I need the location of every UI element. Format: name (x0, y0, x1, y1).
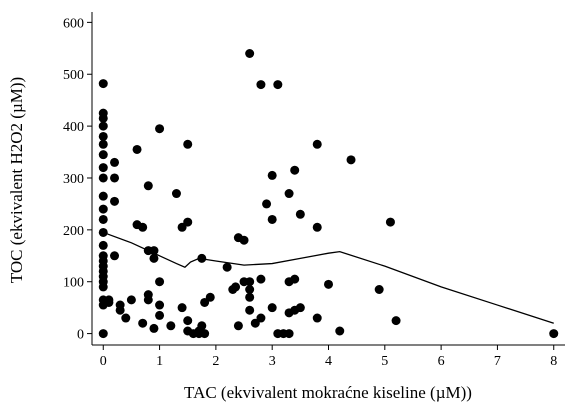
x-tick-label: 3 (269, 354, 276, 369)
point (245, 277, 255, 287)
point (267, 214, 277, 224)
x-tick-label: 5 (381, 354, 388, 369)
point (183, 217, 193, 227)
point (98, 163, 108, 173)
point (98, 329, 108, 339)
point (110, 173, 120, 183)
point (98, 131, 108, 141)
point (138, 318, 148, 328)
point (233, 321, 243, 331)
y-axis-label: TOC (ekvivalent H2O2 (µM)) (7, 77, 26, 283)
point (290, 165, 300, 175)
point (98, 204, 108, 214)
point (262, 199, 272, 209)
x-axis-label: TAC (ekvivalent mokraćne kiseline (µM)) (184, 383, 472, 402)
point (245, 305, 255, 315)
point (98, 113, 108, 123)
point (324, 279, 333, 289)
point (312, 222, 322, 232)
point (138, 222, 148, 232)
point (98, 79, 108, 89)
point (295, 303, 305, 313)
point (222, 262, 232, 272)
point (98, 282, 108, 292)
point (98, 173, 108, 183)
point (256, 313, 266, 323)
point (256, 274, 266, 284)
x-tick-label: 0 (100, 354, 107, 369)
point (149, 253, 159, 263)
point (98, 214, 108, 224)
point (245, 292, 255, 302)
x-tick-label: 1 (156, 354, 163, 369)
point (256, 80, 266, 90)
point (231, 282, 241, 292)
point (245, 285, 255, 294)
x-tick-label: 7 (494, 354, 501, 369)
point (143, 295, 153, 305)
point (149, 246, 159, 256)
point (385, 217, 395, 227)
y-tick-label: 500 (63, 68, 84, 83)
point (98, 227, 108, 237)
point (98, 121, 108, 131)
point (126, 295, 136, 305)
point (290, 274, 300, 284)
point (110, 251, 120, 261)
point (312, 313, 322, 323)
point (155, 310, 165, 320)
point (284, 329, 294, 339)
point (110, 196, 120, 206)
point (155, 300, 165, 310)
point (98, 191, 108, 201)
point (115, 305, 125, 315)
point (335, 326, 345, 336)
point (121, 313, 131, 323)
point (110, 157, 120, 167)
point (245, 48, 255, 58)
point (391, 316, 401, 326)
point (312, 139, 322, 149)
point (171, 189, 181, 199)
point (205, 292, 215, 302)
point (155, 277, 165, 287)
point (155, 124, 165, 134)
point (166, 321, 176, 331)
y-tick-label: 300 (63, 172, 84, 187)
point (143, 181, 153, 191)
x-tick-label: 4 (325, 354, 332, 369)
point (374, 285, 384, 294)
point (273, 80, 283, 90)
x-tick-label: 6 (438, 354, 445, 369)
point (98, 240, 108, 250)
x-tick-label: 8 (550, 354, 557, 369)
point (98, 150, 108, 160)
point (149, 323, 159, 333)
point (197, 321, 207, 331)
point (346, 155, 356, 165)
point (132, 144, 142, 154)
point (295, 209, 305, 219)
y-tick-label: 600 (63, 16, 84, 31)
point (98, 139, 108, 149)
y-tick-label: 400 (63, 120, 84, 135)
point (284, 189, 294, 199)
fit-line (103, 231, 554, 324)
y-tick-label: 200 (63, 224, 84, 239)
point (267, 170, 277, 180)
y-tick-label: 100 (63, 276, 84, 291)
point (267, 303, 277, 313)
point (239, 235, 249, 245)
point (183, 139, 193, 149)
point (200, 329, 210, 339)
y-tick-label: 0 (77, 328, 84, 343)
point (197, 253, 207, 263)
point (177, 303, 187, 313)
point (104, 295, 114, 305)
point (183, 316, 193, 326)
x-tick-label: 2 (212, 354, 219, 369)
point (549, 329, 559, 339)
